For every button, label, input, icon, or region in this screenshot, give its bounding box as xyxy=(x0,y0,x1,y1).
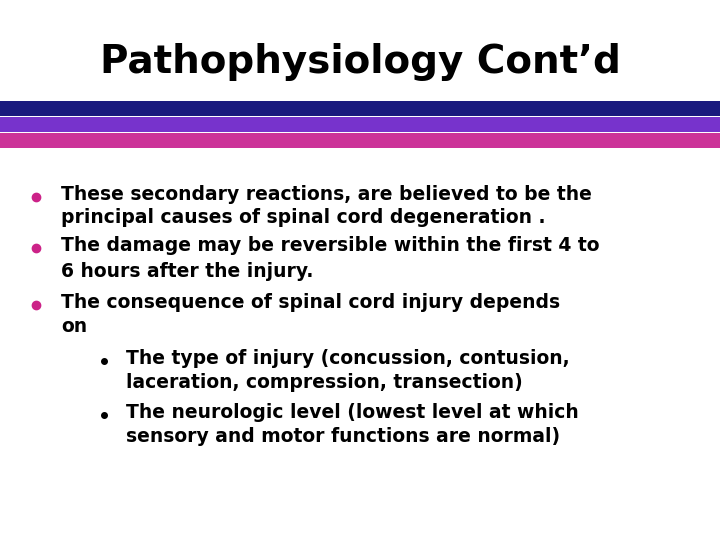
Text: The type of injury (concussion, contusion,: The type of injury (concussion, contusio… xyxy=(126,348,570,368)
Text: laceration, compression, transection): laceration, compression, transection) xyxy=(126,373,523,392)
Text: on: on xyxy=(61,317,87,336)
Text: The neurologic level (lowest level at which: The neurologic level (lowest level at wh… xyxy=(126,402,579,422)
Text: The consequence of spinal cord injury depends: The consequence of spinal cord injury de… xyxy=(61,293,560,312)
Bar xyxy=(0,133,720,148)
Text: The damage may be reversible within the first 4 to: The damage may be reversible within the … xyxy=(61,236,600,255)
Text: These secondary reactions, are believed to be the: These secondary reactions, are believed … xyxy=(61,185,592,204)
Text: Pathophysiology Cont’d: Pathophysiology Cont’d xyxy=(99,43,621,81)
Text: principal causes of spinal cord degeneration .: principal causes of spinal cord degenera… xyxy=(61,208,546,227)
Bar xyxy=(0,101,720,116)
Text: 6 hours after the injury.: 6 hours after the injury. xyxy=(61,262,314,281)
Text: sensory and motor functions are normal): sensory and motor functions are normal) xyxy=(126,427,560,446)
Bar xyxy=(0,117,720,132)
